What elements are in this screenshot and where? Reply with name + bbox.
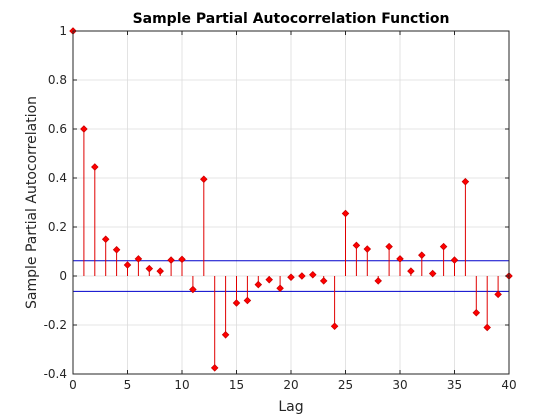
y-tick-label: 0.8	[48, 73, 67, 87]
stem-marker	[363, 245, 372, 253]
x-tick-label: 10	[174, 378, 189, 392]
stem-marker	[91, 163, 99, 171]
stem-marker	[428, 269, 437, 278]
stem-marker	[298, 272, 306, 280]
stem-marker	[254, 280, 263, 289]
stem-marker	[309, 271, 317, 279]
y-tick-label: 0	[59, 269, 67, 283]
chart-title: Sample Partial Autocorrelation Function	[133, 11, 450, 27]
stem-marker	[134, 255, 143, 263]
stem-marker	[210, 364, 219, 372]
stem-marker	[145, 264, 154, 273]
stem-marker	[156, 267, 164, 275]
stem-marker	[483, 323, 491, 332]
stem-marker	[200, 175, 208, 183]
x-axis-label: Lag	[278, 399, 303, 415]
stem-marker	[167, 256, 175, 264]
x-tick-label: 30	[392, 378, 407, 392]
x-tick-label: 35	[447, 378, 462, 392]
y-tick-label: -0.2	[44, 318, 67, 332]
stem-marker	[461, 177, 470, 186]
stem-marker	[341, 209, 350, 218]
stem-marker	[418, 251, 426, 259]
y-tick-label: 0.4	[48, 171, 67, 185]
y-tick-label: -0.4	[44, 367, 67, 381]
stem-marker	[385, 242, 393, 251]
stem-marker	[221, 331, 230, 339]
stem-marker	[101, 235, 110, 244]
stem-marker	[396, 255, 404, 263]
x-tick-label: 15	[229, 378, 244, 392]
stem-marker	[472, 308, 481, 317]
stem-marker	[276, 284, 284, 293]
stem-marker	[232, 299, 241, 307]
stem-marker	[287, 273, 295, 281]
y-tick-label: 0.2	[48, 220, 67, 234]
x-tick-label: 0	[69, 378, 77, 392]
stem-marker	[265, 275, 273, 284]
stem-marker	[112, 246, 121, 254]
y-tick-label: 1	[59, 24, 67, 38]
stem-marker	[123, 261, 132, 269]
stem-marker	[352, 241, 361, 250]
x-tick-label: 40	[501, 378, 516, 392]
stem-marker	[243, 296, 252, 305]
stem-marker	[439, 242, 448, 251]
y-tick-label: 0.6	[48, 122, 67, 136]
stem-marker	[80, 125, 88, 133]
y-axis-label: Sample Partial Autocorrelation	[24, 96, 40, 309]
stem-marker	[407, 267, 415, 275]
stem-marker	[189, 285, 197, 294]
stem-marker	[319, 277, 328, 285]
x-tick-label: 20	[283, 378, 298, 392]
x-tick-label: 25	[338, 378, 353, 392]
stem-marker	[450, 256, 459, 264]
stem-marker	[374, 277, 382, 285]
stem-marker	[494, 290, 502, 299]
stem-marker	[178, 255, 186, 264]
stem-marker	[330, 322, 339, 330]
x-tick-label: 5	[124, 378, 132, 392]
